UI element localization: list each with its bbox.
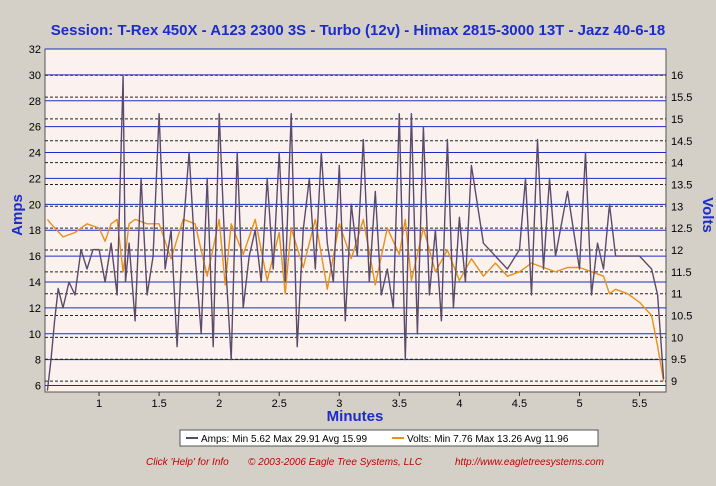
y-right-tick-label-10: 14 bbox=[671, 158, 683, 170]
y-left-tick-label-9: 24 bbox=[29, 148, 41, 160]
x-tick-label-5: 3.5 bbox=[392, 398, 407, 410]
legend-entry-volts: Volts: Min 7.76 Max 13.26 Avg 11.96 bbox=[407, 434, 569, 445]
y-right-tick-label-12: 15 bbox=[671, 114, 683, 126]
y-axis-label-left: Amps bbox=[9, 194, 26, 236]
x-tick-label-2: 2 bbox=[216, 398, 222, 410]
footer-copyright: © 2003-2006 Eagle Tree Systems, LLC bbox=[248, 457, 423, 468]
y-right-tick-label-13: 15.5 bbox=[671, 92, 692, 104]
legend-box bbox=[179, 429, 599, 447]
series-line-volts bbox=[46, 218, 665, 382]
y-right-tick-label-7: 12.5 bbox=[671, 223, 692, 235]
y-right-tick-label-2: 10 bbox=[671, 332, 683, 344]
y-right-tick-label-11: 14.5 bbox=[671, 136, 692, 148]
y-left-tick-label-12: 30 bbox=[29, 70, 41, 82]
y-right-tick-label-4: 11 bbox=[671, 289, 682, 301]
y-left-tick-label-8: 22 bbox=[29, 173, 41, 185]
x-tick-label-4: 3 bbox=[336, 398, 342, 410]
y-left-tick-label-4: 14 bbox=[29, 277, 41, 289]
y-right-tick-label-1: 9.5 bbox=[671, 354, 686, 366]
y-left-tick-label-3: 12 bbox=[29, 303, 41, 315]
y-right-tick-label-9: 13.5 bbox=[671, 179, 692, 191]
x-tick-label-3: 2.5 bbox=[272, 398, 287, 410]
y-left-tick-label-11: 28 bbox=[29, 96, 41, 108]
x-axis-label: Minutes bbox=[327, 408, 384, 425]
series-layer bbox=[46, 75, 665, 391]
y-right-tick-label-14: 16 bbox=[671, 70, 683, 82]
y-left-tick-label-10: 26 bbox=[29, 122, 41, 134]
y-left-tick-label-2: 10 bbox=[29, 329, 41, 341]
y-left-tick-label-0: 6 bbox=[35, 381, 41, 393]
series-line-amps bbox=[46, 75, 665, 391]
grid-lines-right bbox=[45, 74, 666, 382]
x-tick-label-1: 1.5 bbox=[151, 398, 166, 410]
left-axis-ticks: 6 8 10 12 14 16 18 20 22 24 26 28 30 32 bbox=[29, 44, 41, 393]
y-left-tick-label-5: 16 bbox=[29, 251, 41, 263]
y-right-tick-label-6: 12 bbox=[671, 245, 683, 257]
x-tick-label-9: 5.5 bbox=[632, 398, 647, 410]
x-tick-label-8: 5 bbox=[576, 398, 582, 410]
y-right-tick-label-0: 9 bbox=[671, 376, 677, 388]
y-axis-label-right: Volts bbox=[699, 197, 716, 233]
x-tick-label-7: 4.5 bbox=[512, 398, 527, 410]
y-left-tick-label-13: 32 bbox=[29, 44, 41, 56]
legend-entry-amps: Amps: Min 5.62 Max 29.91 Avg 15.99 bbox=[201, 434, 367, 445]
chart-title: Session: T-Rex 450X - A123 2300 3S - Tur… bbox=[51, 22, 665, 39]
y-left-tick-label-6: 18 bbox=[29, 225, 41, 237]
grid-lines-left bbox=[45, 48, 666, 387]
y-left-tick-label-1: 8 bbox=[35, 355, 41, 367]
legend: Amps: Min 5.62 Max 29.91 Avg 15.99 Volts… bbox=[179, 429, 599, 447]
x-tick-label-6: 4 bbox=[456, 398, 462, 410]
x-tick-label-0: 1 bbox=[96, 398, 102, 410]
y-right-tick-label-8: 13 bbox=[671, 201, 683, 213]
y-left-tick-label-7: 20 bbox=[29, 199, 41, 211]
footer-url[interactable]: http://www.eagletreesystems.com bbox=[455, 457, 604, 468]
right-axis-ticks: 9 9.5 10 10.5 11 11.5 12 12.5 13 13.5 14 14.5 15 15.5… bbox=[671, 70, 692, 388]
footer-help: Click 'Help' for Info bbox=[146, 457, 229, 468]
y-right-tick-label-5: 11.5 bbox=[671, 267, 692, 279]
x-axis-ticks: 1 1.5 2 2.5 3 3.5 4 4.5 5 5.5 bbox=[96, 392, 647, 410]
y-right-tick-label-3: 10.5 bbox=[671, 311, 692, 323]
